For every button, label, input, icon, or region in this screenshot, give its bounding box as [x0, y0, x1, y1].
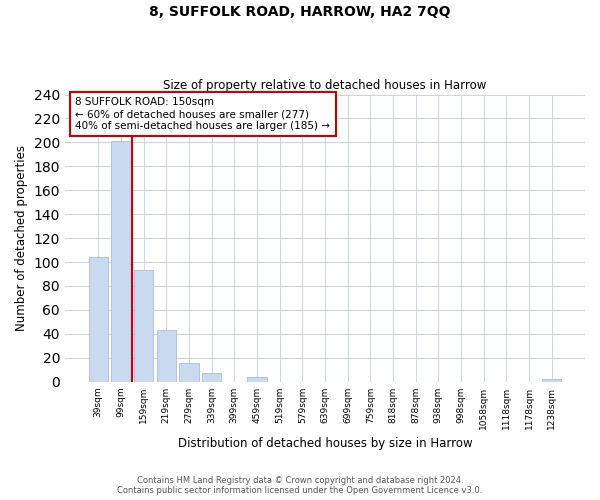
Text: 8, SUFFOLK ROAD, HARROW, HA2 7QQ: 8, SUFFOLK ROAD, HARROW, HA2 7QQ — [149, 5, 451, 19]
X-axis label: Distribution of detached houses by size in Harrow: Distribution of detached houses by size … — [178, 437, 472, 450]
Bar — [89, 258, 108, 382]
Text: Contains HM Land Registry data © Crown copyright and database right 2024.
Contai: Contains HM Land Registry data © Crown c… — [118, 476, 482, 495]
Bar — [247, 377, 266, 382]
Bar — [542, 380, 562, 382]
Title: Size of property relative to detached houses in Harrow: Size of property relative to detached ho… — [163, 79, 487, 92]
Bar — [202, 374, 221, 382]
Y-axis label: Number of detached properties: Number of detached properties — [15, 145, 28, 331]
Bar — [179, 362, 199, 382]
Text: 8 SUFFOLK ROAD: 150sqm
← 60% of detached houses are smaller (277)
40% of semi-de: 8 SUFFOLK ROAD: 150sqm ← 60% of detached… — [76, 98, 331, 130]
Bar — [157, 330, 176, 382]
Bar — [134, 270, 153, 382]
Bar — [111, 141, 131, 382]
